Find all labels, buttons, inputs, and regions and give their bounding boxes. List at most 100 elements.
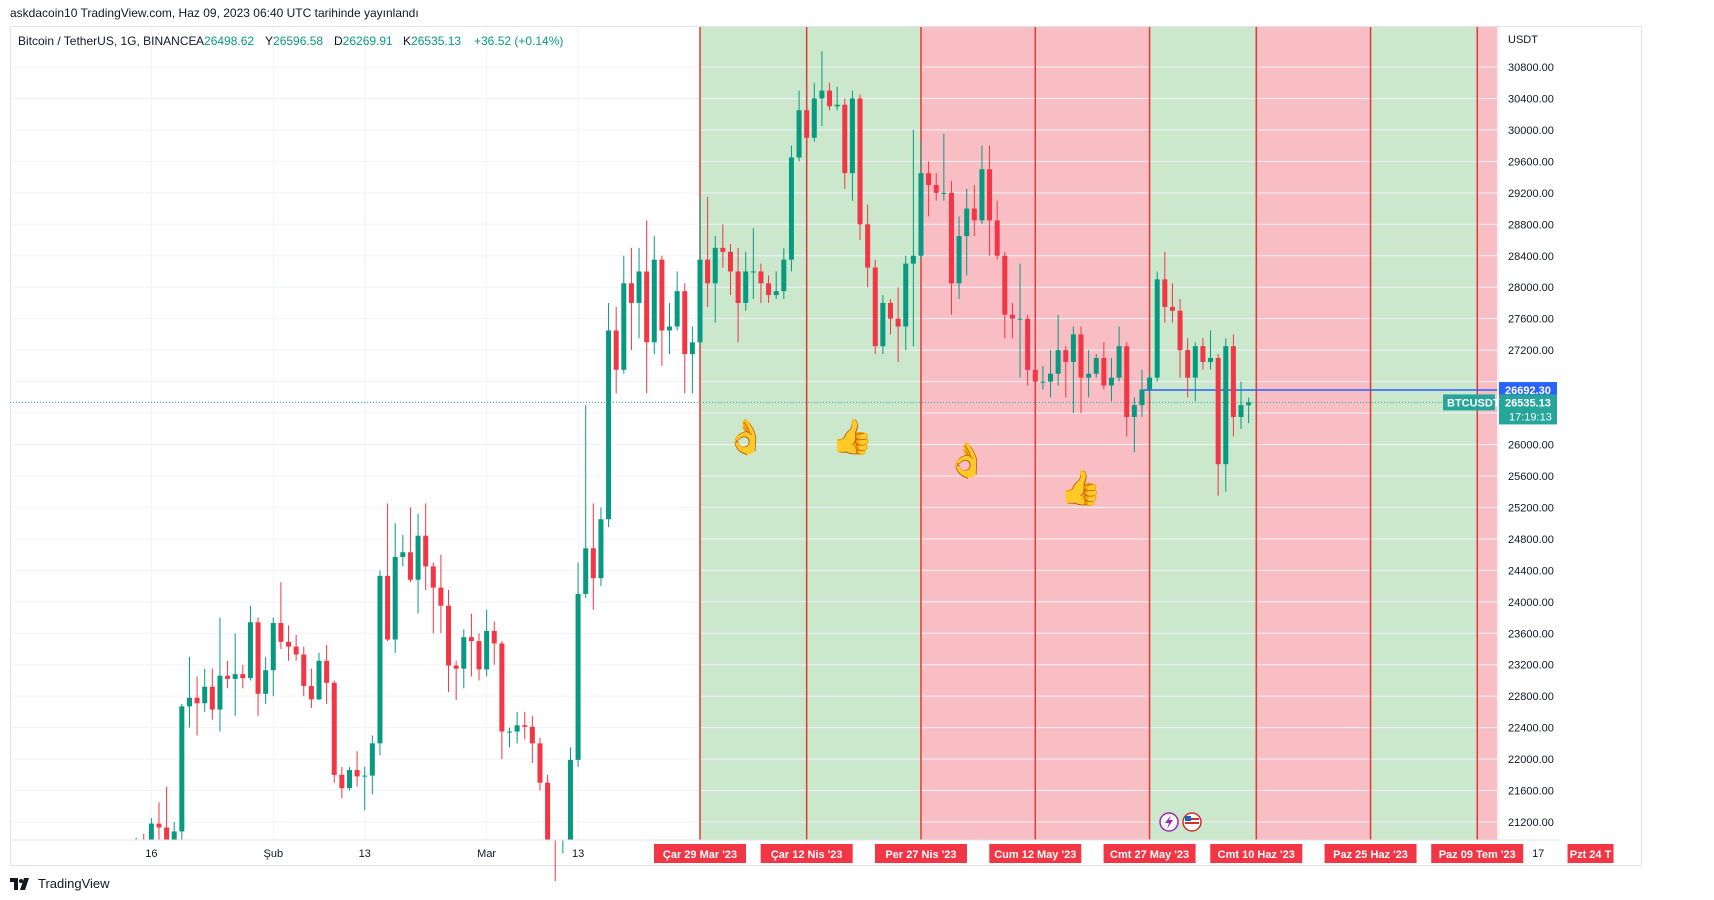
candle-2023-05-08[interactable] <box>1002 251 1008 339</box>
candle-2023-03-02[interactable] <box>491 621 497 665</box>
candle-2023-06-07[interactable] <box>1230 334 1236 437</box>
candle-2023-01-28[interactable] <box>240 664 246 689</box>
candle-2023-02-17[interactable] <box>392 523 398 653</box>
candle-2023-04-10[interactable] <box>788 145 794 272</box>
candle-2023-03-25[interactable] <box>667 302 673 355</box>
candle-2023-05-24[interactable] <box>1124 342 1130 437</box>
candle-2023-02-07[interactable] <box>316 652 322 701</box>
candle-2023-04-29[interactable] <box>933 173 939 201</box>
candle-2023-03-24[interactable] <box>659 255 665 366</box>
candle-2023-03-27[interactable] <box>682 283 688 394</box>
candle-2023-06-02[interactable] <box>1192 342 1198 402</box>
candle-2023-04-07[interactable] <box>766 275 772 303</box>
candle-2023-01-21[interactable] <box>186 656 192 728</box>
candle-2023-04-24[interactable] <box>895 287 901 362</box>
candle-2023-03-08[interactable] <box>537 737 543 791</box>
candle-2023-03-16[interactable] <box>598 507 604 587</box>
candle-2023-03-30[interactable] <box>705 196 711 307</box>
candle-2023-02-14[interactable] <box>369 735 375 795</box>
candle-2023-06-08[interactable] <box>1238 381 1244 429</box>
candle-2023-03-13[interactable] <box>575 562 581 767</box>
candle-2023-05-15[interactable] <box>1055 314 1061 386</box>
candle-2023-06-03[interactable] <box>1200 338 1206 370</box>
candle-2023-03-18[interactable] <box>613 306 619 394</box>
date-marker-badge[interactable] <box>760 844 853 863</box>
candle-2023-03-15[interactable] <box>590 503 596 610</box>
candle-2023-05-12[interactable] <box>1032 361 1038 461</box>
candle-2023-03-20[interactable] <box>628 247 634 351</box>
candle-2023-06-01[interactable] <box>1185 338 1191 398</box>
candle-2023-05-31[interactable] <box>1177 299 1183 378</box>
candle-2023-04-01[interactable] <box>720 224 726 268</box>
candle-2023-04-03[interactable] <box>735 247 741 343</box>
candle-2023-03-12[interactable] <box>567 747 573 840</box>
emoji-annotation-3[interactable]: 👌 <box>946 442 988 480</box>
candle-2023-02-04[interactable] <box>293 634 299 661</box>
candle-2023-01-20[interactable] <box>179 704 185 840</box>
candle-2023-02-24[interactable] <box>446 589 452 693</box>
candle-2023-02-26[interactable] <box>461 629 467 689</box>
date-marker-badge[interactable] <box>654 844 746 863</box>
candle-2023-02-12[interactable] <box>354 751 360 787</box>
candle-2023-04-05[interactable] <box>750 228 756 300</box>
candle-2023-04-11[interactable] <box>796 90 802 162</box>
candle-2023-06-06[interactable] <box>1223 338 1229 492</box>
candle-2023-01-30[interactable] <box>255 617 261 716</box>
candle-2023-05-13[interactable] <box>1040 365 1046 390</box>
candle-2023-01-24[interactable] <box>209 668 215 720</box>
candle-2023-04-15[interactable] <box>827 82 833 111</box>
price-axis-bg[interactable] <box>1498 27 1560 840</box>
candle-2023-02-27[interactable] <box>468 613 474 677</box>
candle-2023-03-03[interactable] <box>499 641 505 760</box>
candle-2023-04-19[interactable] <box>857 94 863 241</box>
candle-2023-05-03[interactable] <box>964 188 970 276</box>
candle-2023-01-16[interactable] <box>148 818 154 840</box>
candle-2023-04-23[interactable] <box>888 299 893 335</box>
candle-2023-03-06[interactable] <box>522 711 528 740</box>
candle-2023-04-18[interactable] <box>849 90 855 201</box>
candle-2023-01-26[interactable] <box>225 660 231 689</box>
candle-2023-02-19[interactable] <box>407 507 413 583</box>
emoji-annotation-4[interactable]: 👍 <box>1060 469 1102 508</box>
candle-2023-03-31[interactable] <box>712 236 718 323</box>
candle-2023-02-02[interactable] <box>278 582 284 649</box>
candle-2023-03-05[interactable] <box>514 711 520 744</box>
candle-2023-03-14[interactable] <box>583 405 589 598</box>
candle-2023-05-01[interactable] <box>948 181 954 315</box>
candle-2023-06-04[interactable] <box>1208 330 1214 370</box>
candle-2023-05-10[interactable] <box>1017 263 1023 378</box>
candle-2023-04-06[interactable] <box>758 263 764 303</box>
candle-2023-03-22[interactable] <box>644 220 650 394</box>
candle-2023-02-08[interactable] <box>324 645 330 705</box>
candle-2023-05-20[interactable] <box>1093 354 1099 378</box>
candle-2023-04-25[interactable] <box>903 255 909 351</box>
candle-2023-03-29[interactable] <box>697 196 703 347</box>
candle-2023-02-10[interactable] <box>339 766 345 799</box>
candle-2023-04-12[interactable] <box>804 82 810 154</box>
date-marker-badge[interactable] <box>874 844 967 863</box>
candle-2023-03-28[interactable] <box>689 326 695 394</box>
date-marker-badge[interactable] <box>1567 844 1614 863</box>
candle-2023-04-30[interactable] <box>941 133 947 201</box>
candle-2023-04-09[interactable] <box>781 247 787 300</box>
candle-2023-02-25[interactable] <box>453 660 459 701</box>
candle-2023-05-19[interactable] <box>1086 350 1092 398</box>
candle-2023-02-23[interactable] <box>438 554 444 634</box>
candle-2023-01-31[interactable] <box>263 656 269 705</box>
candle-2023-06-05[interactable] <box>1215 354 1221 496</box>
date-marker-badge[interactable] <box>1103 844 1196 863</box>
date-marker-badge[interactable] <box>1210 844 1303 863</box>
candle-2023-05-16[interactable] <box>1063 346 1069 398</box>
candle-2023-04-20[interactable] <box>865 204 871 288</box>
candle-2023-03-21[interactable] <box>636 247 642 339</box>
candle-2023-03-17[interactable] <box>606 302 612 528</box>
date-marker-badge[interactable] <box>989 844 1082 863</box>
candle-2023-04-14[interactable] <box>819 51 825 126</box>
candle-2023-03-09[interactable] <box>545 774 551 840</box>
candle-2023-05-06[interactable] <box>987 145 993 256</box>
emoji-annotation-2[interactable]: 👍 <box>831 417 873 456</box>
candle-2023-05-18[interactable] <box>1078 326 1084 414</box>
candle-2023-05-21[interactable] <box>1101 342 1107 390</box>
candle-2023-04-13[interactable] <box>811 82 817 142</box>
